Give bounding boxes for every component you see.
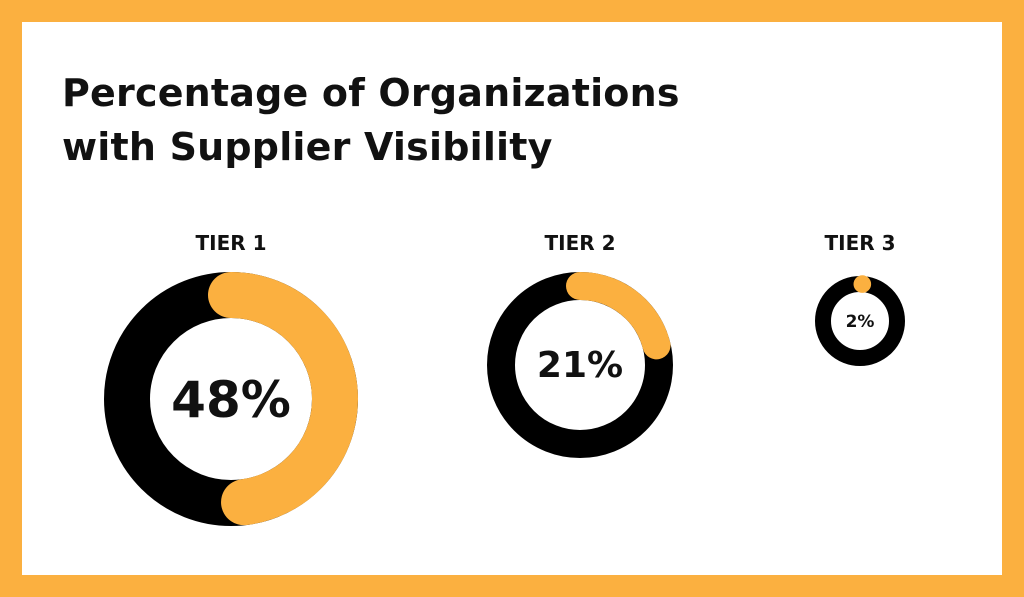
percent-label-3: 2%	[846, 312, 875, 332]
percent-label-2: 21%	[537, 345, 623, 386]
title-line-1: Percentage of Organizations	[62, 71, 680, 115]
donut-1: TIER 1 48%	[104, 231, 358, 526]
donut-value-arc-1	[208, 272, 358, 526]
chart-card: Percentage of Organizations with Supplie…	[22, 22, 1002, 575]
donut-3: TIER 3 2%	[815, 231, 905, 366]
donut-charts: TIER 1 48% TIER 2 21% TIER 3 2%	[104, 231, 905, 526]
donut-2: TIER 2 21%	[487, 231, 673, 458]
tier-label-3: TIER 3	[824, 231, 895, 255]
tier-label-1: TIER 1	[195, 231, 266, 255]
donut-value-arc-2	[566, 272, 671, 360]
percent-label-1: 48%	[171, 371, 291, 429]
title-line-2: with Supplier Visibility	[62, 125, 553, 169]
chart-title: Percentage of Organizations with Supplie…	[62, 66, 680, 174]
donut-value-arc-3	[853, 275, 872, 293]
tier-label-2: TIER 2	[544, 231, 615, 255]
